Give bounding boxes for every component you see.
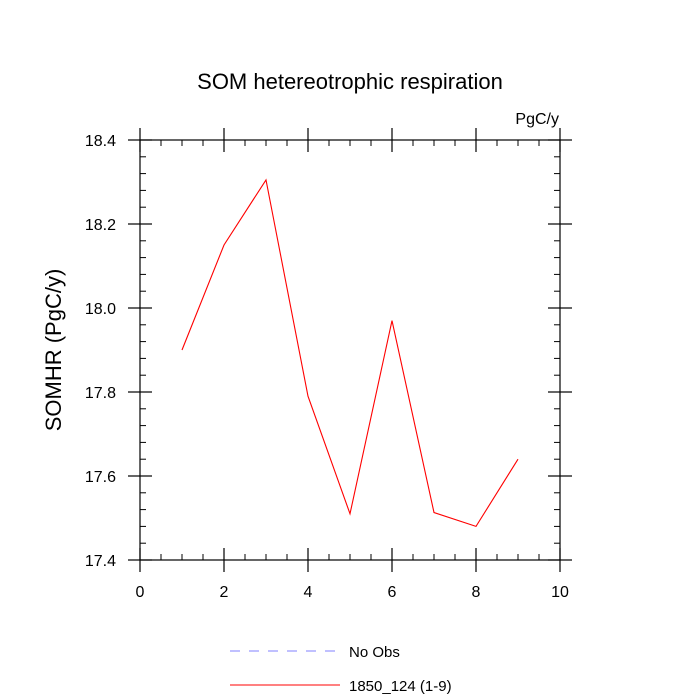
series-lines	[181, 178, 519, 528]
y-axis-label: SOMHR (PgC/y)	[41, 269, 66, 432]
x-tick-label: 2	[220, 584, 229, 601]
y-tick-label: 18.4	[85, 133, 116, 150]
y-tick-label: 17.4	[85, 553, 116, 570]
x-tick-label: 4	[304, 584, 313, 601]
y-tick-label: 17.6	[85, 469, 116, 486]
y-tick-label: 18.2	[85, 217, 116, 234]
legend-label-0: No Obs	[349, 644, 400, 661]
x-tick-label: 10	[551, 584, 569, 601]
y-tick-label: 17.8	[85, 385, 116, 402]
y-tick-label: 18.0	[85, 301, 116, 318]
units-label: PgC/y	[515, 111, 559, 128]
legend-label-1: 1850_124 (1-9)	[349, 678, 452, 695]
x-tick-label: 0	[136, 584, 145, 601]
chart-title: SOM hetereotrophic respiration	[197, 69, 503, 94]
x-tick-label: 6	[388, 584, 397, 601]
series-line-1	[181, 178, 519, 528]
axis-ticks	[128, 128, 572, 572]
x-tick-label: 8	[472, 584, 481, 601]
legend: No Obs 1850_124 (1-9)	[230, 644, 452, 695]
axis-tick-labels: 0 2 4 6 8 10 17.4 17.6 17.8 18.0 18.2 18.4	[85, 133, 569, 601]
